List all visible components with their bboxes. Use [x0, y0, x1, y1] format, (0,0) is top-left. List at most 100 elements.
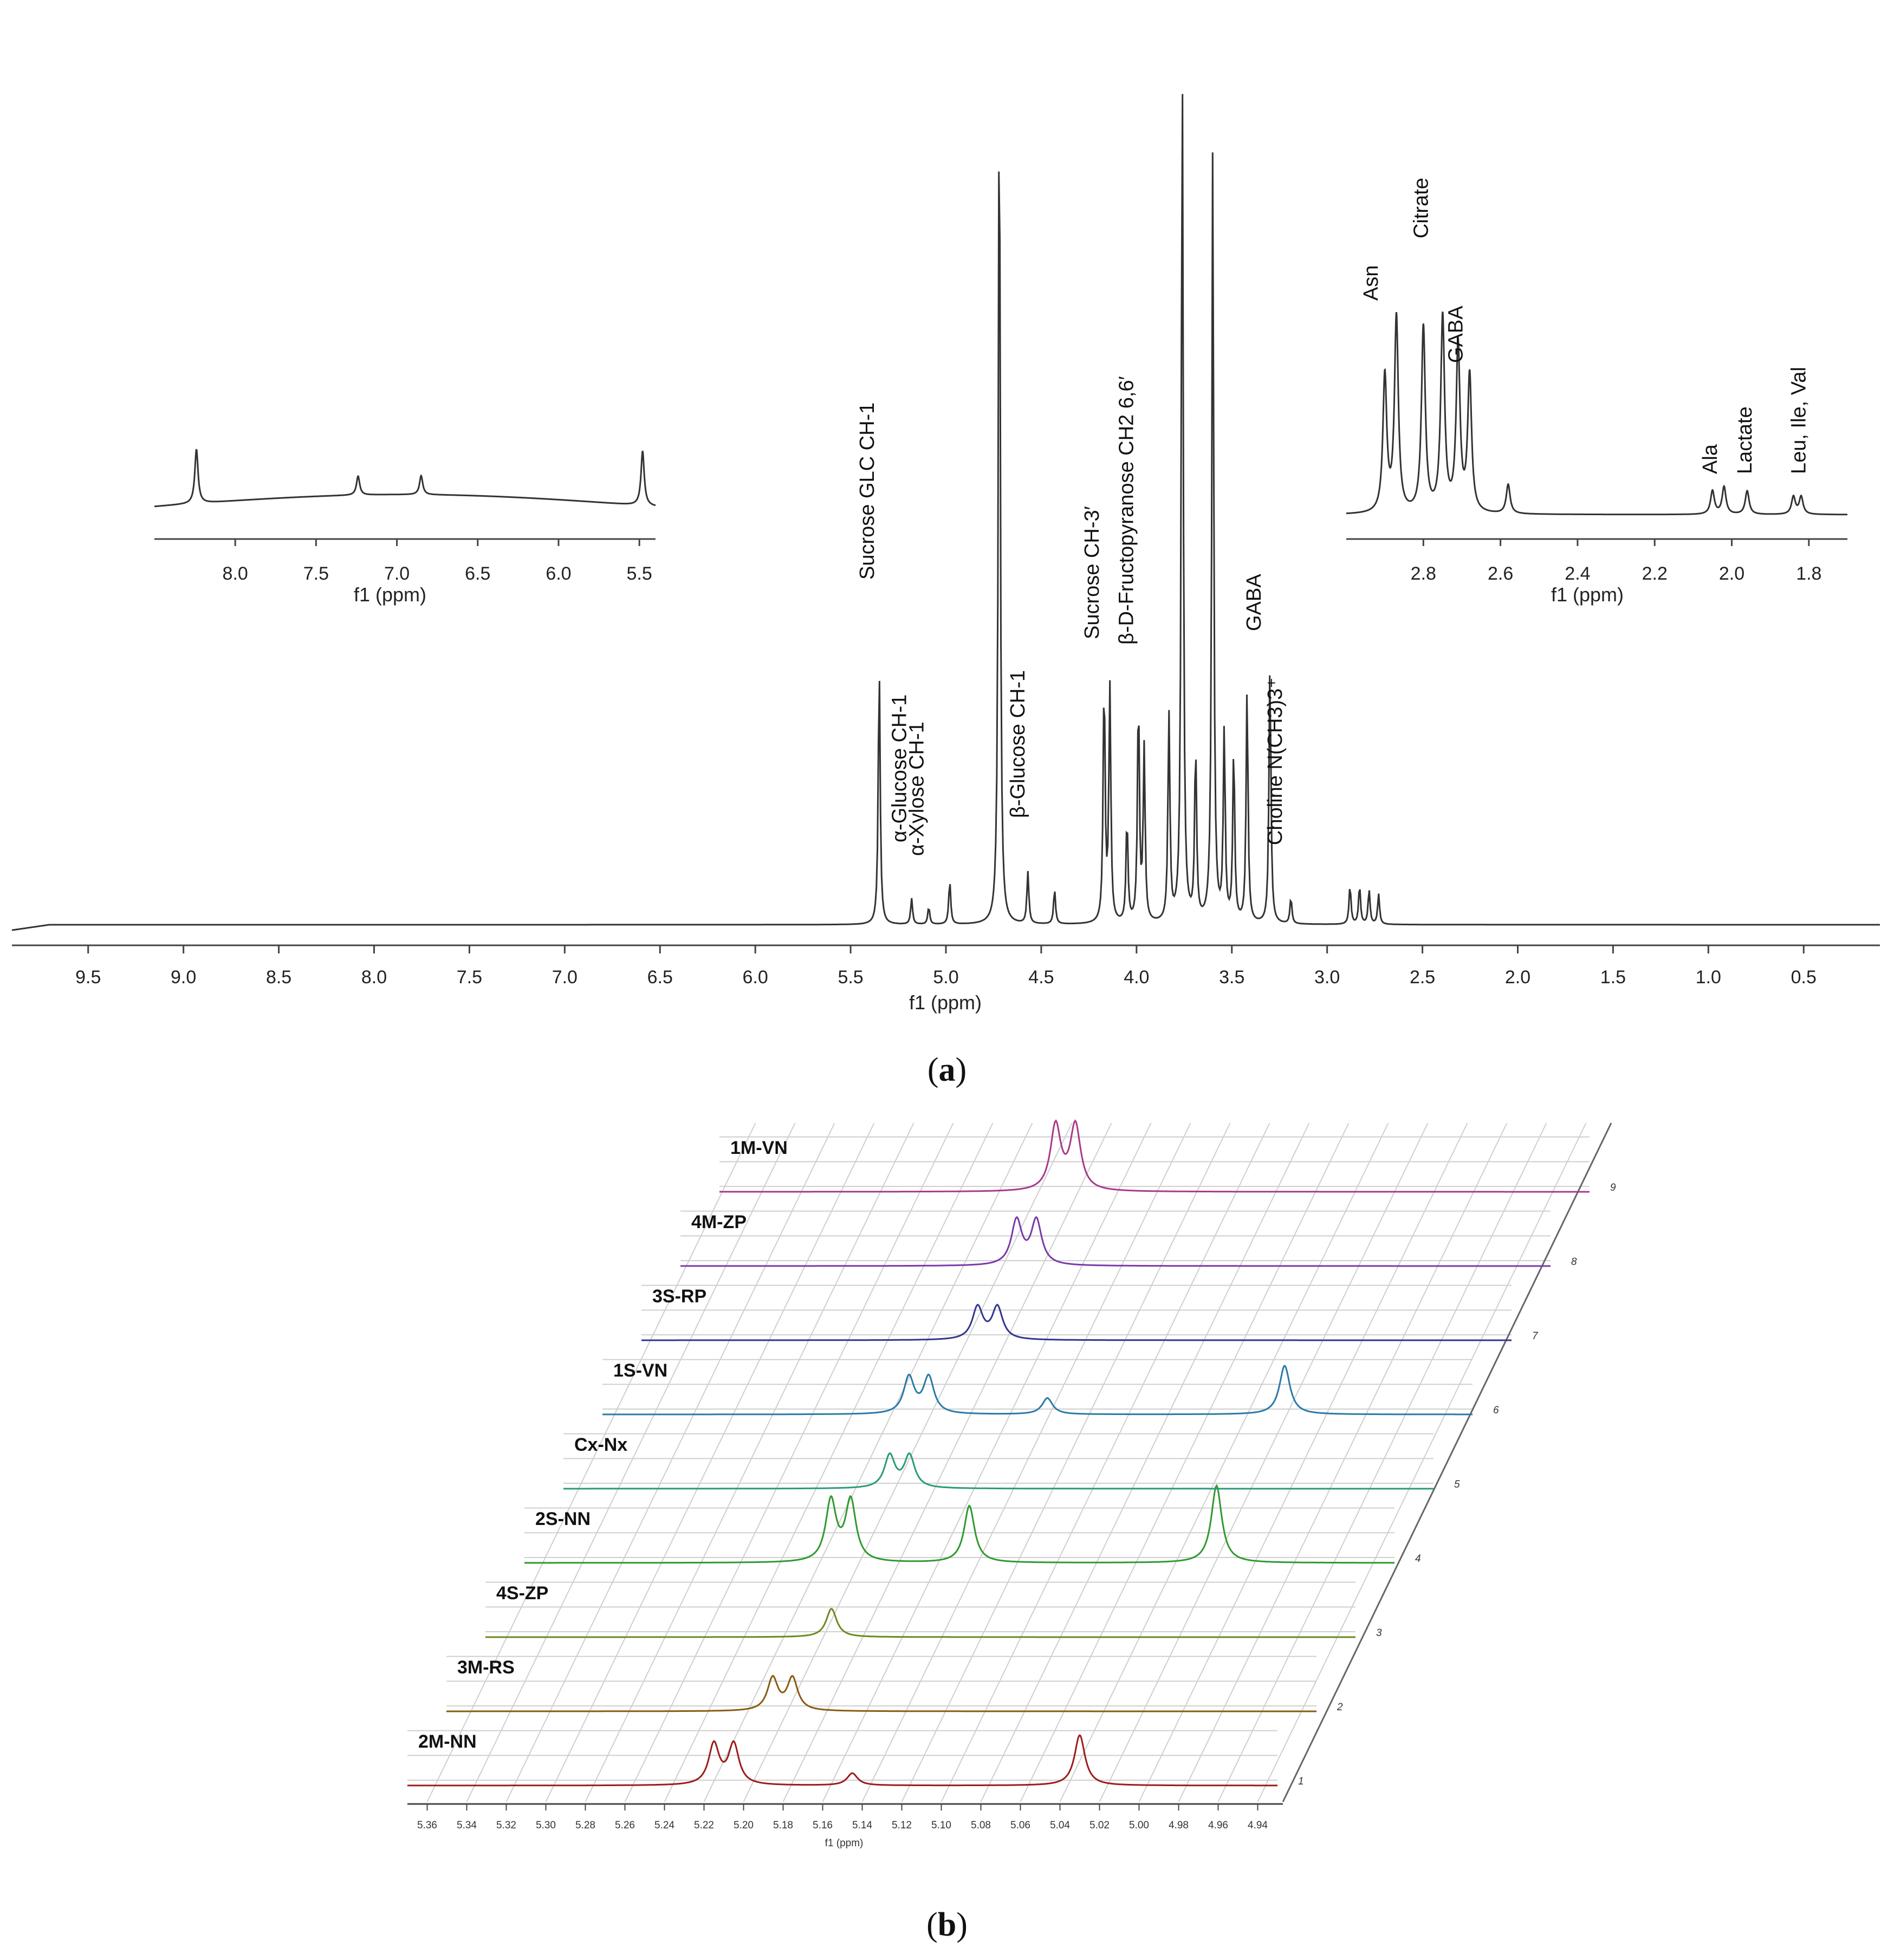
depth-tick-label: 4 [1415, 1553, 1421, 1565]
inset-right-tick-label: 1.8 [1796, 563, 1821, 584]
x-tick-label-a: 9.5 [75, 967, 101, 988]
grid-line-v [664, 1122, 994, 1802]
grid-line-v [1059, 1122, 1389, 1802]
depth-tick-label: 8 [1571, 1256, 1577, 1268]
panel-b-tick-label: 5.36 [417, 1820, 437, 1831]
x-tick-label-a: 2.5 [1410, 967, 1435, 988]
peak-annotation-a: α-Xylose CH-1 [905, 722, 928, 856]
grid-line-v [1138, 1122, 1468, 1802]
stacked-trace [524, 1484, 1394, 1564]
x-tick-label-a: 7.0 [552, 967, 578, 988]
panel-b-tick-label: 5.18 [773, 1820, 793, 1831]
depth-axis-line [1282, 1122, 1612, 1802]
grid-line-v [426, 1122, 756, 1802]
grid-line-v [1257, 1122, 1587, 1802]
panel-b-tick-label: 5.10 [931, 1820, 951, 1831]
peak-annotation-a: β-Glucose CH-1 [1007, 670, 1029, 818]
panel-b-depth-ticks: 1 2 3 4 5 6 7 8 9 [1298, 1182, 1616, 1787]
panel-b-tick-label: 4.96 [1208, 1820, 1228, 1831]
peak-annotation-a: β-D-Fructopyranose CH2 6,6′ [1115, 376, 1138, 645]
sample-label: 2S-NN [535, 1509, 591, 1529]
depth-tick-label: 2 [1337, 1702, 1343, 1713]
grid-line-v [545, 1122, 875, 1802]
depth-tick-label: 6 [1493, 1405, 1499, 1416]
sample-label: 4S-ZP [496, 1583, 548, 1604]
x-tick-label-a: 6.5 [647, 967, 673, 988]
stacked-trace [680, 1216, 1551, 1267]
grid-line-v [466, 1122, 796, 1802]
x-tick-label-a: 6.0 [743, 967, 768, 988]
panel-b-tick-label: 5.04 [1050, 1820, 1070, 1831]
x-tick-label-a: 7.5 [457, 967, 482, 988]
x-tick-label-a: 0.5 [1791, 967, 1817, 988]
inset-right-tick-label: 2.2 [1642, 563, 1668, 584]
inset-left-tick-label: 5.5 [627, 563, 652, 584]
x-tick-label-a: 1.0 [1696, 967, 1721, 988]
inset-left-tick-label: 6.5 [465, 563, 490, 584]
peak-annotation-a: GABA [1243, 574, 1266, 631]
x-tick-label-a: 8.5 [266, 967, 291, 988]
panel-a-label: (a) [927, 1052, 967, 1088]
inset-right-annotation: Ala [1699, 444, 1722, 474]
inset-right-annotation: Asn [1360, 265, 1383, 301]
panel-b-tick-label: 5.06 [1010, 1820, 1030, 1831]
inset-right-tick-label: 2.0 [1719, 563, 1744, 584]
inset-right-annotation: Leu, Ile, Val [1788, 367, 1811, 474]
annotations-a: Sucrose GLC CH-1 α-Glucose CH-1α-Xylose C… [856, 376, 1287, 856]
panel-b-x-label: f1 (ppm) [825, 1838, 864, 1849]
grid-line-v [743, 1122, 1073, 1802]
panel-b-tick-label: 5.30 [536, 1820, 556, 1831]
panel-b-tick-label: 5.14 [852, 1820, 872, 1831]
inset-left: 8.0 7.5 7.0 6.5 6.0 5.5 f1 (ppm) [154, 449, 656, 606]
inset-right-annotation: Citrate [1410, 178, 1432, 238]
panel-b-tick-label: 5.32 [496, 1820, 516, 1831]
x-ticks-a: 9.5 9.0 8.5 8.0 7.5 7.0 6.5 6.0 5.5 5.0 4.5 4.0 3.5 3… [75, 945, 1817, 988]
spectrum-a-trace [11, 94, 1880, 931]
inset-right-annotation: GABA [1444, 306, 1467, 363]
grid-line-v [1099, 1122, 1429, 1802]
sample-label: 1S-VN [613, 1360, 667, 1381]
depth-tick-label: 9 [1610, 1182, 1616, 1193]
panel-b-tick-label: 5.08 [971, 1820, 991, 1831]
panel-b: 2M-NN 3M-RS 4S-ZP 2S-NN Cx-Nx 1S-VN 3S-RP 4M-ZP… [407, 1119, 1616, 1943]
panel-a: 9.5 9.0 8.5 8.0 7.5 7.0 6.5 6.0 5.5 5.0 4.5 4.0 3.5 3… [11, 94, 1880, 1088]
grid-line-v [822, 1122, 1152, 1802]
grid-line-v [703, 1122, 1033, 1802]
inset-left-trace [154, 449, 656, 508]
x-tick-label-a: 3.5 [1219, 967, 1244, 988]
inset-right-annotations: Asn Citrate GABA Ala Lactate Leu, Ile, Val [1360, 178, 1811, 474]
stacked-trace [602, 1365, 1473, 1416]
stacked-trace [719, 1119, 1590, 1193]
inset-right: 2.8 2.6 2.4 2.2 2.0 1.8 f1 (ppm) Asn Citrate GA… [1346, 178, 1847, 606]
x-tick-label-a: 3.0 [1314, 967, 1340, 988]
inset-left-tick-label: 8.0 [223, 563, 248, 584]
peak-annotation-a: Sucrose CH-3′ [1081, 506, 1104, 639]
x-tick-label-a: 4.5 [1028, 967, 1054, 988]
panel-b-tick-label: 5.26 [615, 1820, 635, 1831]
inset-left-ticks: 8.0 7.5 7.0 6.5 6.0 5.5 [223, 539, 652, 584]
stacked-trace [446, 1675, 1316, 1712]
peak-annotation-a: α-Glucose CH-1 [888, 695, 911, 842]
x-tick-label-a: 1.5 [1600, 967, 1626, 988]
depth-tick-label: 3 [1376, 1627, 1382, 1639]
sample-label: 3S-RP [652, 1286, 706, 1307]
panel-b-tick-label: 5.00 [1129, 1820, 1149, 1831]
inset-right-x-label: f1 (ppm) [1551, 583, 1624, 606]
panel-b-traces [407, 1119, 1590, 1787]
sample-label: Cx-Nx [574, 1435, 627, 1455]
panel-b-label: (b) [926, 1906, 968, 1943]
x-tick-label-a: 9.0 [171, 967, 196, 988]
grid-line-v [782, 1122, 1112, 1802]
inset-right-tick-label: 2.6 [1488, 563, 1513, 584]
sample-label: 4M-ZP [691, 1212, 747, 1232]
grid-line-v [505, 1122, 835, 1802]
inset-right-ticks: 2.8 2.6 2.4 2.2 2.0 1.8 [1411, 539, 1821, 584]
panel-b-tick-label: 4.98 [1169, 1820, 1189, 1831]
panel-b-sample-labels: 2M-NN 3M-RS 4S-ZP 2S-NN Cx-Nx 1S-VN 3S-RP 4M-ZP… [418, 1138, 788, 1752]
grid-line-v [980, 1122, 1310, 1802]
x-tick-label-a: 2.0 [1505, 967, 1530, 988]
depth-tick-label: 5 [1454, 1479, 1460, 1490]
depth-tick-label: 1 [1298, 1776, 1304, 1787]
stacked-trace [563, 1452, 1434, 1490]
grid-line-v [1020, 1122, 1350, 1802]
